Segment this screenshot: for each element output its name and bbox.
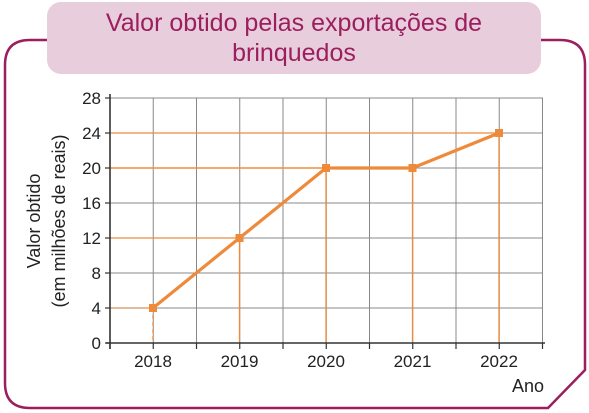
x-tick-label: 2018: [134, 352, 172, 371]
y-tick-label: 12: [82, 229, 101, 248]
x-tick-label: 2022: [480, 352, 518, 371]
data-point-2021: [408, 164, 417, 172]
data-point-2020: [322, 164, 330, 172]
axes: [105, 94, 545, 349]
y-axis-title: Valor obtido: [24, 174, 44, 269]
title-banner: Valor obtido pelas exportações de brinqu…: [47, 2, 541, 74]
y-tick-label: 4: [92, 299, 101, 318]
x-axis-title: Ano: [512, 376, 544, 396]
y-tick-label: 0: [92, 334, 101, 353]
y-tick-label: 16: [82, 194, 101, 213]
x-tick-label: 2021: [394, 352, 432, 371]
series: [149, 129, 503, 312]
y-tick-labels: 0 4 8 12 16 20 24 28: [82, 89, 101, 353]
y-tick-label: 24: [82, 124, 101, 143]
y-axis-subtitle: (em milhões de reais): [49, 134, 69, 307]
x-tick-label: 2019: [221, 352, 259, 371]
data-point-2022: [495, 129, 503, 137]
x-tick-labels: 2018 2019 2020 2021 2022: [134, 352, 518, 371]
data-point-2019: [235, 234, 244, 242]
data-point-2018: [149, 304, 157, 312]
x-tick-label: 2020: [307, 352, 345, 371]
y-tick-label: 28: [82, 89, 101, 108]
chart-title: Valor obtido pelas exportações de brinqu…: [105, 9, 483, 67]
y-tick-label: 8: [92, 264, 101, 283]
y-tick-label: 20: [82, 159, 101, 178]
